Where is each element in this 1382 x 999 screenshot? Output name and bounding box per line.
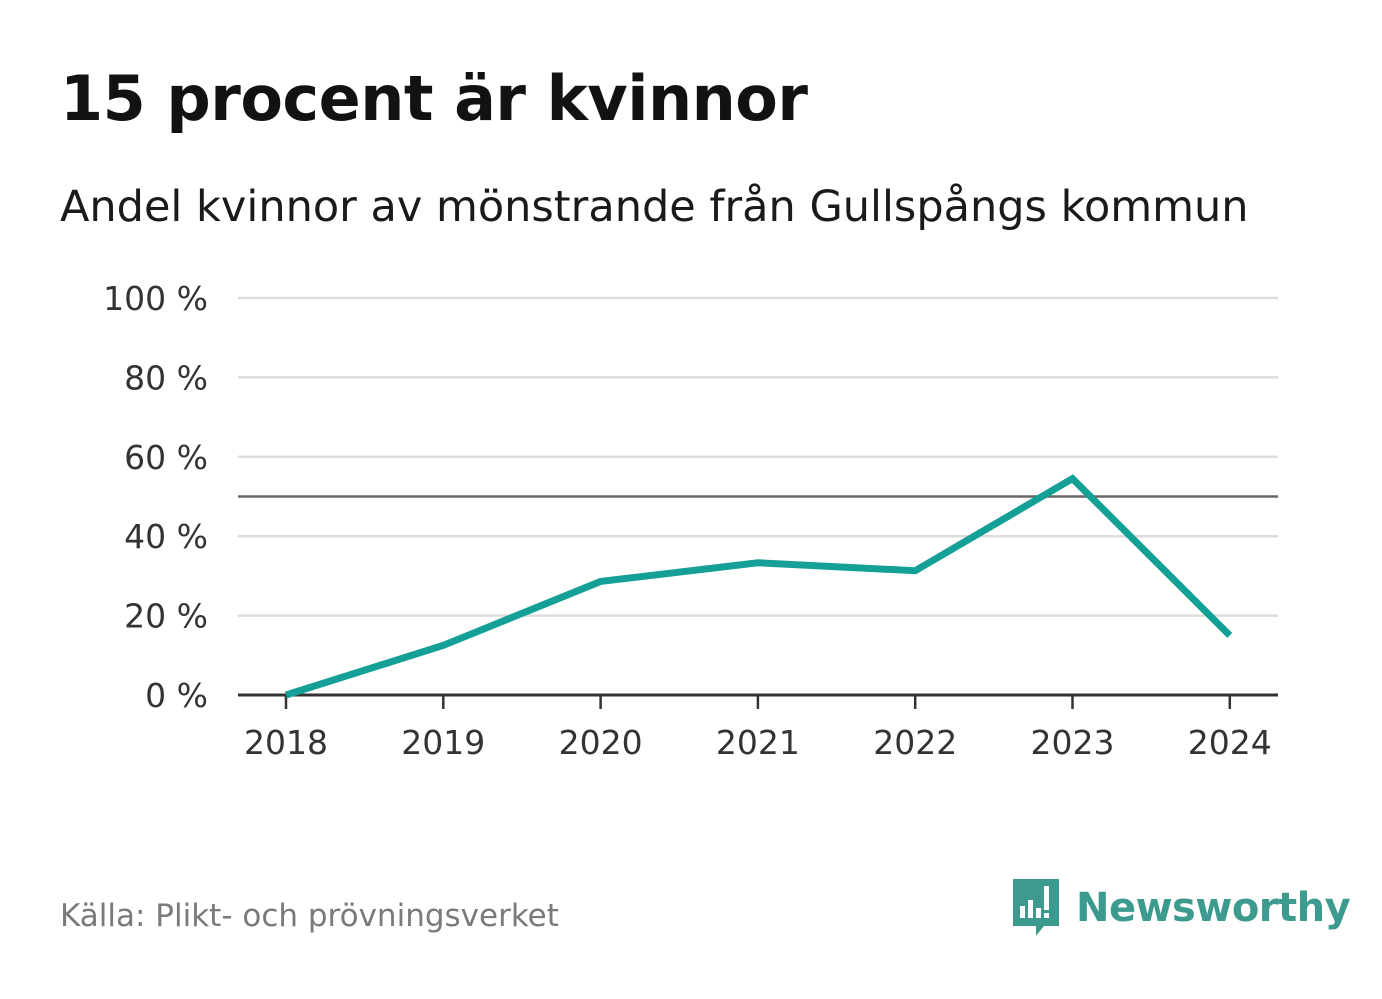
newsworthy-logo-icon (1013, 879, 1059, 936)
series-group (284, 474, 1233, 699)
y-tick-label: 80 % (124, 358, 208, 397)
y-tick-label: 0 % (145, 676, 208, 715)
x-axis-labels: 2018 2019 2020 2021 2022 2023 2024 (244, 723, 1272, 762)
x-tick-label: 2023 (1031, 723, 1115, 762)
x-axis (238, 693, 1278, 709)
chart-subtitle: Andel kvinnor av mönstrande från Gullspå… (60, 182, 1249, 232)
x-tick-label: 2022 (873, 723, 957, 762)
x-tick-label: 2018 (244, 723, 328, 762)
series-line-0 (284, 474, 1233, 699)
y-tick-label: 60 % (124, 438, 208, 477)
y-axis-labels: 0 % 20 % 40 % 60 % 80 % 100 % (103, 279, 208, 715)
chart-title: 15 procent är kvinnor (60, 62, 808, 135)
x-tick-label: 2019 (401, 723, 485, 762)
y-tick-label: 40 % (124, 517, 208, 556)
y-tick-label: 20 % (124, 597, 208, 636)
x-tick-label: 2024 (1188, 723, 1272, 762)
brand-name: Newsworthy (1076, 885, 1351, 931)
x-tick-label: 2021 (716, 723, 800, 762)
y-tick-label: 100 % (103, 279, 208, 318)
brand-logo: Newsworthy (1010, 876, 1351, 940)
x-tick-label: 2020 (559, 723, 643, 762)
gridlines (238, 296, 1278, 617)
source-note: Källa: Plikt- och prövningsverket (60, 898, 559, 934)
